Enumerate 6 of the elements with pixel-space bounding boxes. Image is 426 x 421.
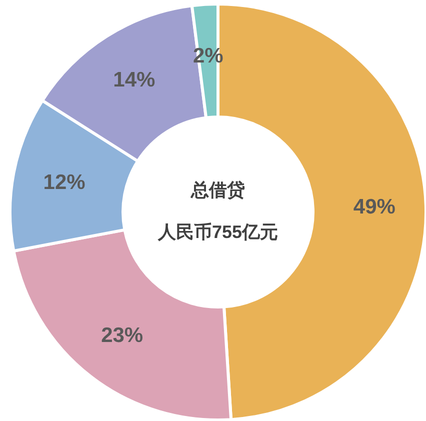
data-label: 12%: [43, 171, 86, 194]
text: 人民币755亿元: [156, 222, 278, 242]
text: 总借贷: [190, 180, 245, 200]
data-label: 23%: [101, 324, 144, 348]
data-label: 49%: [353, 196, 396, 219]
data-label: 14%: [113, 68, 156, 92]
